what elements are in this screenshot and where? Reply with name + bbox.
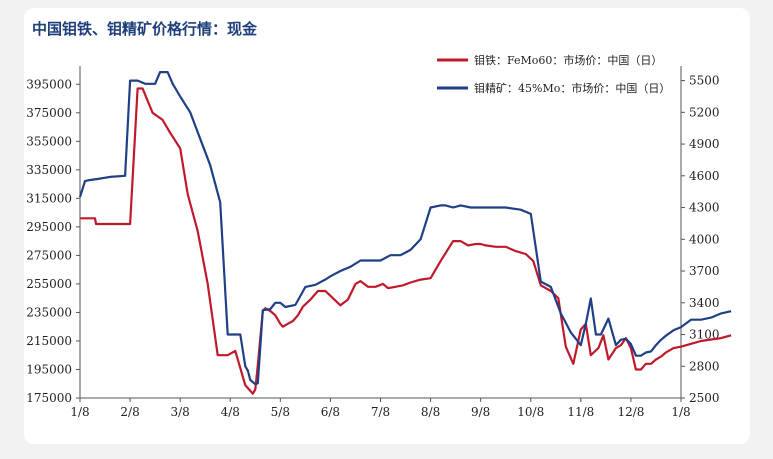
right-tick-label: 4600: [689, 169, 720, 183]
x-tick-label: 3/8: [171, 405, 190, 419]
legend: 钼铁：FeMo60：市场价：中国（日） 钼精矿：45%Mo：市场价：中国（日）: [437, 53, 670, 95]
left-tick-label: 355000: [26, 134, 72, 148]
x-tick-label: 9/8: [471, 405, 490, 419]
left-tick-label: 195000: [26, 362, 72, 376]
left-tick-label: 395000: [26, 77, 72, 91]
x-tick-label: 8/8: [421, 405, 440, 419]
right-tick-label: 4000: [689, 232, 720, 246]
x-tick-label: 11/8: [567, 405, 594, 419]
left-tick-label: 295000: [26, 220, 72, 234]
right-tick-label: 3100: [689, 328, 720, 342]
chart-title: 中国钼铁、钼精矿价格行情：现金: [32, 20, 258, 38]
series-layer: [78, 71, 732, 395]
x-tick-label: 2/8: [120, 405, 139, 419]
x-tick-label: 12/8: [617, 405, 644, 419]
right-tick-label: 4300: [689, 201, 720, 215]
x-tick-label: 6/8: [321, 405, 340, 419]
left-tick-label: 275000: [26, 248, 72, 262]
left-tick-label: 375000: [26, 106, 72, 120]
right-tick-label: 2800: [689, 359, 720, 373]
x-tick-label: 7/8: [371, 405, 390, 419]
left-tick-label: 255000: [26, 277, 72, 291]
left-tick-label: 335000: [26, 163, 72, 177]
right-tick-label: 5500: [689, 74, 720, 88]
left-tick-label: 175000: [26, 391, 72, 405]
axes: 175000 195000 215000 235000 255000 275000 2950…: [26, 66, 720, 419]
x-tick-label: 1/8: [70, 405, 89, 419]
chart-card: 中国钼铁、钼精矿价格行情：现金: [24, 8, 750, 444]
right-tick-label: 5200: [689, 105, 720, 119]
right-tick-label: 3400: [689, 296, 720, 310]
right-tick-label: 3700: [689, 264, 720, 278]
x-tick-label: 10/8: [517, 405, 544, 419]
legend-label-1: 钼铁：FeMo60：市场价：中国（日）: [474, 53, 662, 67]
x-tick-label: 1/8: [671, 405, 690, 419]
left-tick-label: 235000: [26, 305, 72, 319]
left-tick-label: 215000: [26, 334, 72, 348]
x-tick-label: 5/8: [271, 405, 290, 419]
right-tick-label: 4900: [689, 137, 720, 151]
left-tick-label: 315000: [26, 191, 72, 205]
legend-label-2: 钼精矿：45%Mo：市场价：中国（日）: [474, 81, 670, 95]
x-tick-label: 4/8: [221, 405, 240, 419]
right-tick-label: 2500: [689, 391, 720, 405]
series-line-2: [78, 71, 732, 386]
